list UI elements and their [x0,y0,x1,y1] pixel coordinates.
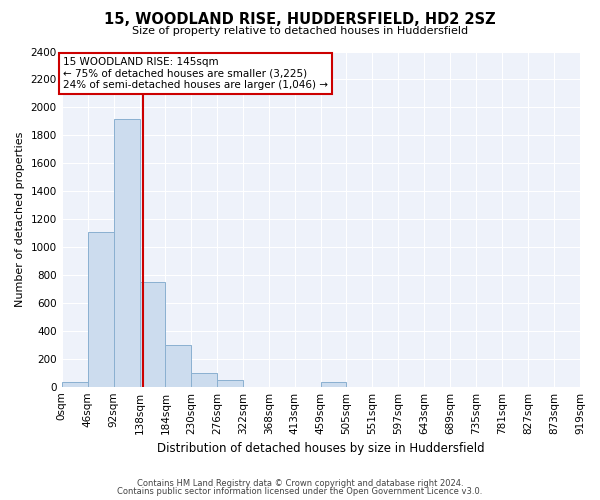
Bar [217,380,243,386]
Bar [88,232,113,386]
Bar [113,118,140,386]
Bar [191,372,217,386]
Text: Contains HM Land Registry data © Crown copyright and database right 2024.: Contains HM Land Registry data © Crown c… [137,478,463,488]
Bar [140,282,166,387]
Text: Contains public sector information licensed under the Open Government Licence v3: Contains public sector information licen… [118,487,482,496]
Bar [62,382,88,386]
Y-axis label: Number of detached properties: Number of detached properties [15,132,25,307]
Text: Size of property relative to detached houses in Huddersfield: Size of property relative to detached ho… [132,26,468,36]
Text: 15 WOODLAND RISE: 145sqm
← 75% of detached houses are smaller (3,225)
24% of sem: 15 WOODLAND RISE: 145sqm ← 75% of detach… [63,57,328,90]
Text: 15, WOODLAND RISE, HUDDERSFIELD, HD2 2SZ: 15, WOODLAND RISE, HUDDERSFIELD, HD2 2SZ [104,12,496,28]
Bar [320,382,346,386]
X-axis label: Distribution of detached houses by size in Huddersfield: Distribution of detached houses by size … [157,442,485,455]
Bar [166,345,191,387]
